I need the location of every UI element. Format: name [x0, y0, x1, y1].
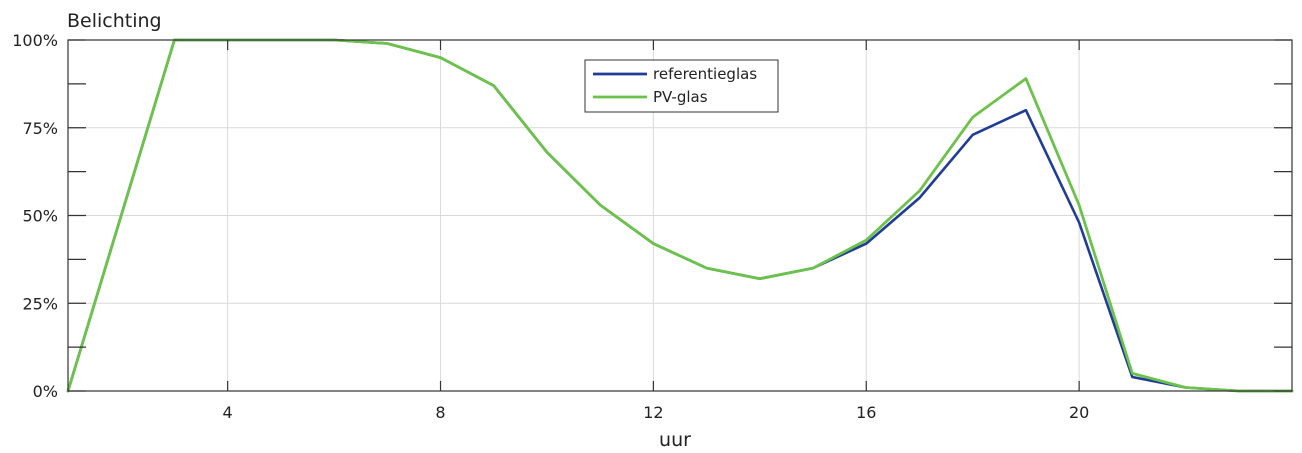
- x-tick-label: 20: [1069, 403, 1089, 422]
- axis-ticks: 0% 25% 50% 75% 100% 4 8 12 16 20: [12, 31, 1292, 422]
- y-tick-label: 50%: [22, 207, 58, 226]
- y-axis-title: Belichting: [67, 10, 162, 32]
- x-tick-label: 16: [856, 403, 876, 422]
- y-tick-label: 0%: [33, 382, 58, 401]
- y-tick-label: 25%: [22, 294, 58, 313]
- x-tick-label: 12: [643, 403, 663, 422]
- legend-box: [584, 59, 779, 113]
- legend: referentieglas PV-glas: [584, 59, 779, 113]
- y-tick-label: 100%: [12, 31, 58, 50]
- x-tick-label: 4: [223, 403, 233, 422]
- legend-label: PV-glas: [653, 88, 708, 106]
- legend-label: referentieglas: [653, 65, 757, 83]
- y-tick-label: 75%: [22, 119, 58, 138]
- x-tick-label: 8: [435, 403, 445, 422]
- x-axis-title: uur: [659, 429, 691, 451]
